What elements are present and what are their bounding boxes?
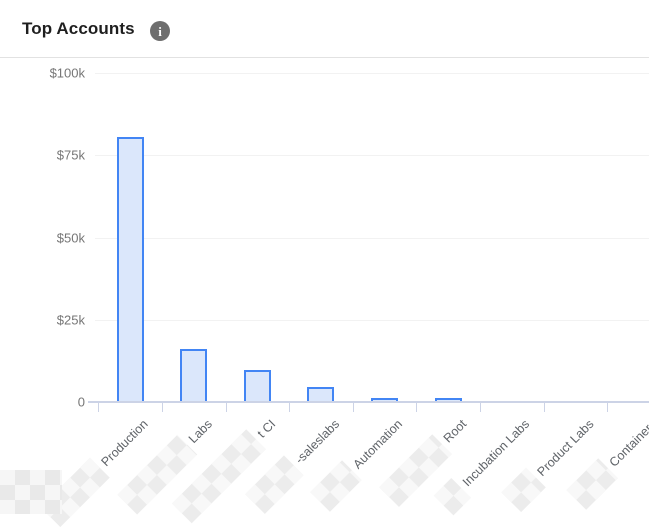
y-gridline xyxy=(95,73,649,74)
redacted-label-prefix xyxy=(566,458,619,510)
y-axis-tick-label: $50k xyxy=(56,230,85,245)
bar-production[interactable] xyxy=(116,137,144,402)
x-axis-tick xyxy=(416,403,418,412)
redacted-region xyxy=(0,470,62,514)
redacted-label-prefix xyxy=(310,460,363,512)
header-divider xyxy=(0,57,649,58)
x-label-text: t CI xyxy=(254,416,279,441)
page-title: Top Accounts xyxy=(22,19,135,38)
y-axis-tick-label: 0 xyxy=(77,394,85,410)
y-axis-tick-label: $100k xyxy=(49,65,85,81)
y-gridline xyxy=(95,319,649,321)
bar-root[interactable] xyxy=(434,397,462,402)
x-axis-tick xyxy=(225,403,227,412)
x-axis-line xyxy=(88,401,649,403)
x-label-text: -saleslabs xyxy=(292,416,342,467)
bar-t-ci[interactable] xyxy=(243,370,271,402)
info-button[interactable]: i xyxy=(150,21,170,41)
x-label-text: Labs xyxy=(185,416,215,447)
redacted-label-prefix xyxy=(244,455,304,515)
x-label-text: Automation xyxy=(350,416,406,472)
bar--saleslabs[interactable] xyxy=(307,386,335,402)
y-axis-tick-label: $75k xyxy=(56,147,85,163)
bar-automation[interactable] xyxy=(371,398,398,402)
x-label-text: Containers xyxy=(607,416,649,470)
y-axis-tick-label: $25k xyxy=(56,312,85,328)
x-axis-tick xyxy=(98,403,100,412)
info-icon: i xyxy=(158,23,162,39)
x-axis-tick xyxy=(543,403,545,412)
x-label-text: Root xyxy=(440,416,469,446)
x-axis-tick xyxy=(479,403,481,412)
x-axis-tick xyxy=(161,403,163,412)
x-axis-tick xyxy=(352,403,354,412)
y-gridline xyxy=(95,237,649,239)
x-label-text: Production xyxy=(98,416,151,470)
y-gridline xyxy=(95,155,649,157)
x-axis-tick xyxy=(289,403,291,412)
card-header: Top Accounts i xyxy=(0,0,649,57)
x-axis-tick xyxy=(607,403,609,412)
bar-labs[interactable] xyxy=(180,349,208,402)
top-accounts-bar-chart: $100k $75k $50k $25k 0 Production Labs t CI -sal… xyxy=(0,58,649,527)
